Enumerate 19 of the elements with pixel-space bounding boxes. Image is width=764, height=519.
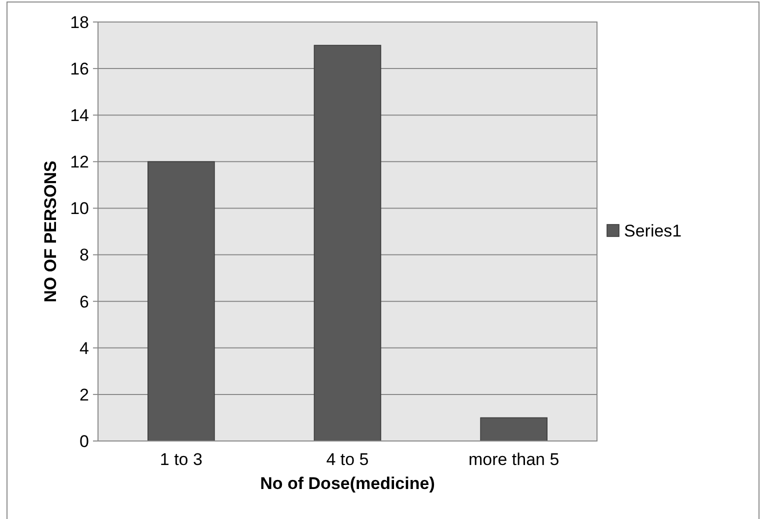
legend-label: Series1 bbox=[624, 221, 682, 240]
y-tick-label: 16 bbox=[70, 60, 89, 79]
y-tick-label: 12 bbox=[70, 152, 89, 172]
bar bbox=[480, 417, 548, 442]
y-tick-label: 4 bbox=[80, 338, 89, 358]
bar bbox=[314, 44, 382, 442]
y-tick-label: 2 bbox=[80, 385, 89, 404]
y-tick-label: 8 bbox=[80, 246, 89, 265]
bar bbox=[148, 161, 215, 442]
x-tick-label: 4 to 5 bbox=[326, 450, 369, 469]
x-tick-label: 1 to 3 bbox=[160, 450, 202, 469]
y-tick-label: 10 bbox=[70, 199, 89, 218]
y-tick-label: 18 bbox=[70, 12, 89, 32]
x-tick-label: more than 5 bbox=[468, 450, 560, 469]
x-axis-title: No of Dose(medicine) bbox=[260, 474, 435, 493]
y-axis-title: NO OF PERSONS bbox=[41, 160, 60, 302]
y-tick-label: 14 bbox=[70, 106, 89, 126]
y-tick-label: 6 bbox=[80, 292, 89, 312]
y-tick-label: 0 bbox=[80, 432, 89, 451]
